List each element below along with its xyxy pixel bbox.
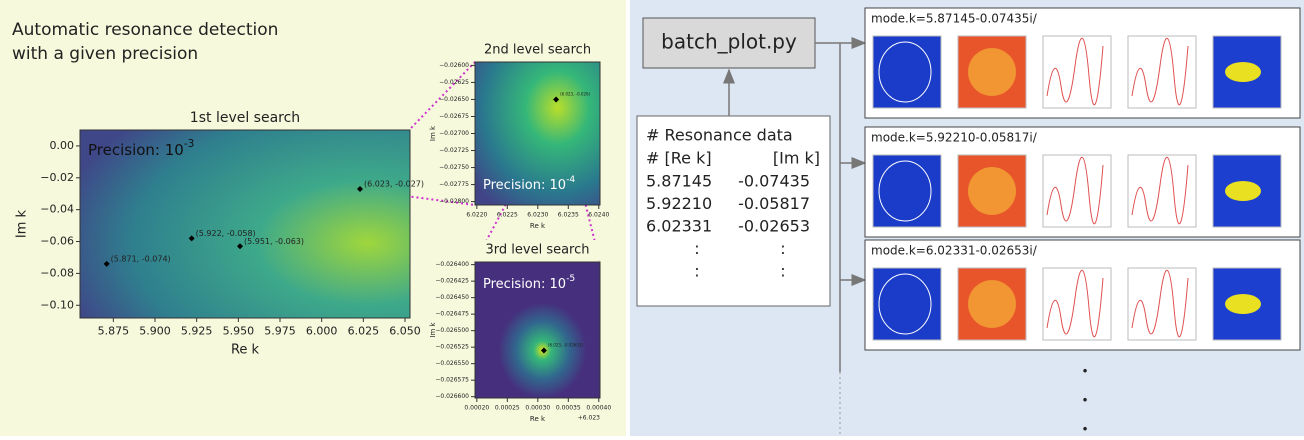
data-im: -0.05817 bbox=[738, 194, 810, 213]
x-axis-label: Re k bbox=[530, 222, 546, 230]
precision: Precision: 10-4 bbox=[483, 175, 575, 193]
y-tick-label: −0.02600 bbox=[439, 62, 469, 69]
y-tick-label: −0.10 bbox=[40, 298, 74, 311]
y-tick-label: −0.026575 bbox=[435, 377, 469, 384]
y-tick-label: −0.08 bbox=[40, 266, 74, 279]
figure: Automatic resonance detection with a giv… bbox=[0, 0, 1304, 436]
continuation-dot: • bbox=[1081, 365, 1088, 379]
precision-exponent: -4 bbox=[566, 175, 575, 185]
mode-title: mode.k=6.02331-0.02653i/ bbox=[871, 244, 1038, 258]
mode-title: mode.k=5.87145-0.07435i/ bbox=[871, 12, 1038, 26]
x-tick-label: 5.925 bbox=[181, 325, 213, 338]
precision-text: Precision: 10 bbox=[483, 178, 566, 193]
data-im: -0.07435 bbox=[738, 172, 810, 191]
data-column: [Im k] bbox=[773, 149, 820, 168]
y-tick-label: −0.04 bbox=[40, 203, 74, 216]
point-label: (6.023, -0.027) bbox=[364, 179, 424, 188]
x-tick-label: 0.00040 bbox=[586, 405, 611, 412]
x-tick-label: 6.0235 bbox=[558, 212, 579, 219]
thumbnail-shape bbox=[1225, 294, 1261, 314]
headline: with a given precision bbox=[12, 44, 198, 64]
data-im: : bbox=[780, 239, 785, 258]
plot-title: 1st level search bbox=[190, 110, 300, 126]
y-tick-label: −0.026600 bbox=[435, 393, 469, 400]
x-tick-label: 6.0240 bbox=[588, 212, 609, 219]
thumbnail-shape bbox=[968, 280, 1016, 328]
y-tick-label: −0.02800 bbox=[439, 198, 469, 205]
data-header: # Resonance data bbox=[646, 126, 793, 145]
continuation-dot: • bbox=[1081, 394, 1088, 408]
data-re: : bbox=[694, 239, 699, 258]
y-tick-label: −0.026500 bbox=[435, 327, 469, 334]
mode-title: mode.k=5.92210-0.05817i/ bbox=[871, 131, 1038, 145]
thumbnail-shape bbox=[968, 167, 1016, 215]
precision: Precision: 10-5 bbox=[483, 274, 575, 292]
y-tick-label: −0.06 bbox=[40, 235, 74, 248]
y-tick-label: −0.02700 bbox=[439, 130, 469, 137]
point-label: (5.951, -0.063) bbox=[244, 237, 304, 246]
y-axis-label: Im k bbox=[15, 209, 30, 238]
precision: Precision: 10-3 bbox=[88, 138, 194, 159]
x-tick-label: 5.975 bbox=[264, 325, 296, 338]
y-tick-label: −0.026400 bbox=[435, 261, 469, 268]
y-axis-label: Im k bbox=[429, 125, 437, 141]
point-label: (6.023, -0.026) bbox=[560, 91, 590, 96]
x-axis-label: Re k bbox=[231, 343, 260, 358]
precision-exponent: -5 bbox=[566, 274, 575, 284]
y-tick-label: −0.026450 bbox=[435, 294, 469, 301]
point-label: (5.871, -0.074) bbox=[111, 254, 171, 263]
thumbnail-shape bbox=[1225, 181, 1261, 201]
x-tick-label: 6.0230 bbox=[527, 212, 548, 219]
y-tick-label: −0.02650 bbox=[439, 96, 469, 103]
x-tick-label: 6.0220 bbox=[466, 212, 487, 219]
y-tick-label: −0.02750 bbox=[439, 164, 469, 171]
data-im: : bbox=[780, 262, 785, 281]
x-tick-label: 0.00030 bbox=[525, 405, 550, 412]
precision-text: Precision: 10 bbox=[88, 141, 184, 159]
x-tick-label: 5.900 bbox=[139, 325, 171, 338]
script-name: batch_plot.py bbox=[661, 30, 797, 54]
headline: Automatic resonance detection bbox=[12, 20, 278, 40]
y-tick-label: 0.00 bbox=[50, 139, 75, 152]
y-tick-label: −0.02675 bbox=[439, 113, 469, 120]
data-im: -0.02653 bbox=[738, 217, 810, 236]
thumbnail-shape bbox=[1225, 62, 1261, 82]
point-label: (6.023, -0.02653) bbox=[548, 342, 584, 347]
y-tick-label: −0.02625 bbox=[439, 79, 469, 86]
x-tick-label: 0.00035 bbox=[556, 405, 581, 412]
precision-exponent: -3 bbox=[184, 138, 194, 150]
y-tick-label: −0.02 bbox=[40, 171, 74, 184]
y-tick-label: −0.026550 bbox=[435, 360, 469, 367]
data-re: 6.02331 bbox=[646, 217, 712, 236]
thumbnail-shape bbox=[968, 48, 1016, 96]
x-tick-label: 6.050 bbox=[389, 325, 421, 338]
y-tick-label: −0.02775 bbox=[439, 181, 469, 188]
y-tick-label: −0.026475 bbox=[435, 311, 469, 318]
y-tick-label: −0.026525 bbox=[435, 344, 469, 351]
plot-title: 2nd level search bbox=[484, 43, 591, 58]
x-tick-label: 6.025 bbox=[348, 325, 380, 338]
x-tick-label: 6.000 bbox=[306, 325, 338, 338]
data-re: 5.92210 bbox=[646, 194, 712, 213]
data-column: # [Re k] bbox=[646, 149, 712, 168]
continuation-dot: • bbox=[1081, 423, 1088, 437]
y-tick-label: −0.02725 bbox=[439, 147, 469, 154]
plot-title: 3rd level search bbox=[486, 243, 590, 258]
x-axis-label: Re k bbox=[530, 415, 546, 423]
precision-text: Precision: 10 bbox=[483, 277, 566, 292]
x-tick-label: 0.00020 bbox=[464, 405, 489, 412]
y-axis-label: Im k bbox=[429, 321, 437, 337]
x-tick-label: 6.0225 bbox=[497, 212, 518, 219]
data-re: 5.87145 bbox=[646, 172, 712, 191]
x-tick-label: 0.00025 bbox=[495, 405, 520, 412]
y-tick-label: −0.026425 bbox=[435, 278, 469, 285]
x-offset: +6.023 bbox=[578, 415, 600, 422]
data-re: : bbox=[694, 262, 699, 281]
x-tick-label: 5.950 bbox=[223, 325, 255, 338]
x-tick-label: 5.875 bbox=[98, 325, 130, 338]
